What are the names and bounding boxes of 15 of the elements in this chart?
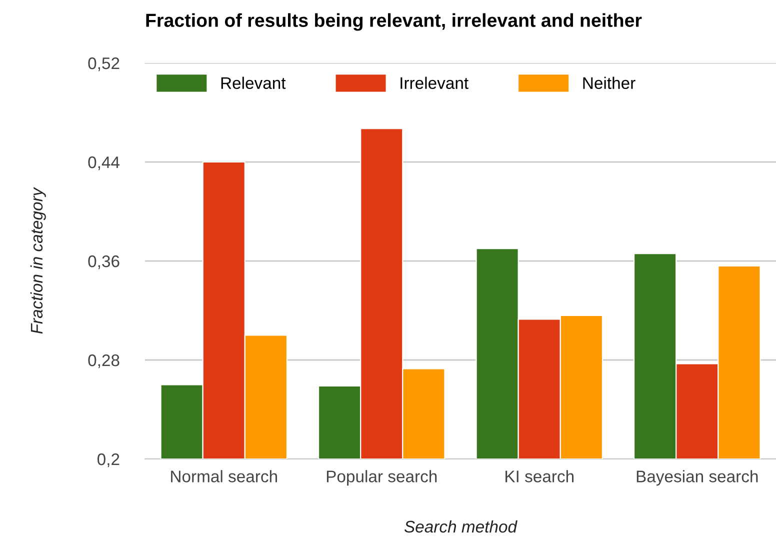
legend-label: Relevant xyxy=(221,76,286,89)
x-tick-label: Popular search xyxy=(326,470,437,486)
x-tick-label: Normal search xyxy=(171,470,277,482)
legend-label: Neither xyxy=(583,76,636,89)
x-tick-label: KI search xyxy=(506,470,574,482)
y-tick-label: 0,44 xyxy=(88,156,120,170)
y-tick-label: 0,2 xyxy=(97,453,120,468)
y-tick-label: 0,28 xyxy=(88,354,120,368)
chart-title: Fraction of results being relevant, irrelevant and neither xyxy=(146,13,642,31)
y-axis-title: Fraction in category xyxy=(30,186,46,334)
y-tick-label: 0,52 xyxy=(88,57,120,72)
x-axis-title: Search method xyxy=(404,520,518,533)
y-tick-label: 0,36 xyxy=(88,255,120,270)
legend-label: Irrelevant xyxy=(400,76,468,89)
x-tick-label: Bayesian search xyxy=(636,470,758,486)
